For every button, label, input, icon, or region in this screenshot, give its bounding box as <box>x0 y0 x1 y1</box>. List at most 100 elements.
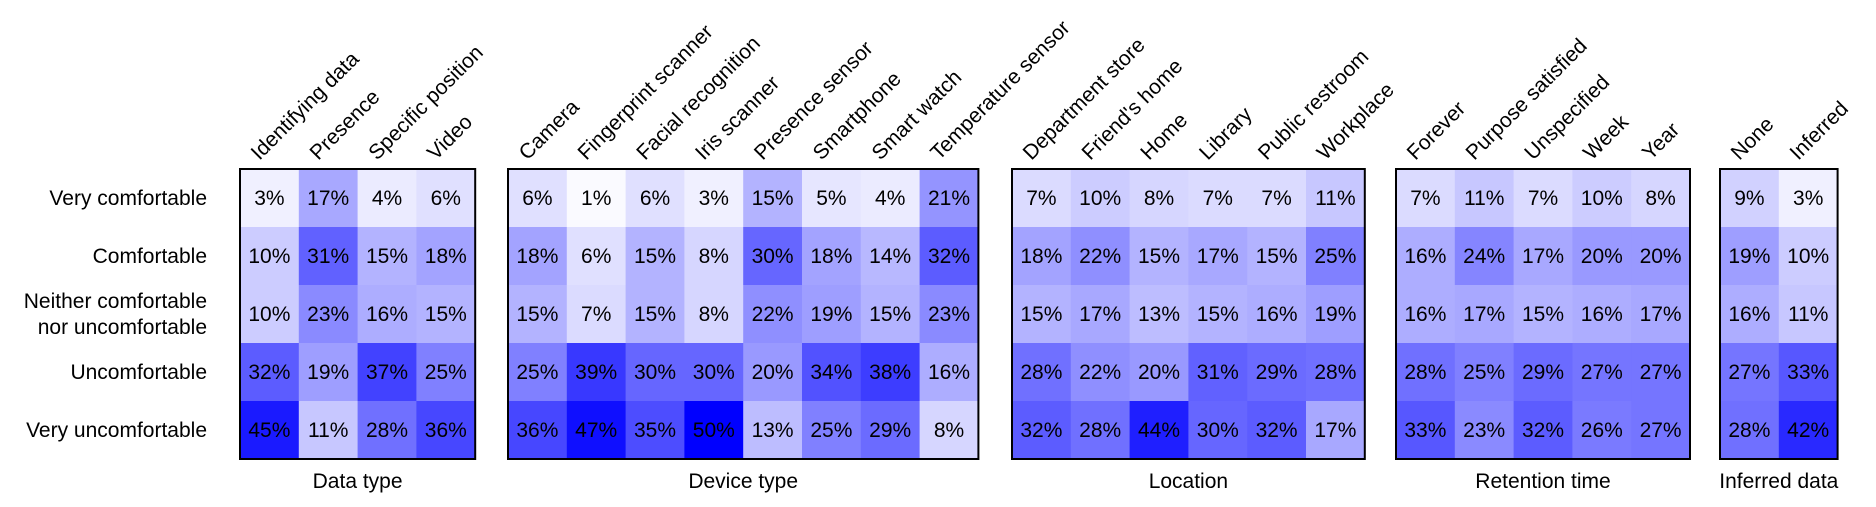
heatmap-cell <box>508 343 568 402</box>
cell-value-label: 9% <box>1734 187 1764 210</box>
heatmap-cell <box>298 169 359 228</box>
cell-value-label: 30% <box>693 361 735 384</box>
cell-value-label: 15% <box>752 187 794 210</box>
cell-value-label: 10% <box>1581 187 1623 210</box>
heatmap-cell <box>1572 401 1632 460</box>
heatmap-cell <box>298 401 359 460</box>
row-label: Neither comfortable <box>24 290 207 313</box>
heatmap-cell <box>416 285 476 344</box>
cell-value-label: 16% <box>1728 303 1770 326</box>
cell-value-label: 32% <box>1522 419 1564 442</box>
heatmap-cell <box>1188 227 1248 286</box>
cell-value-label: 20% <box>1581 245 1623 268</box>
heatmap-cell <box>1188 343 1248 402</box>
cell-value-label: 18% <box>516 245 558 268</box>
heatmap-cell <box>1454 343 1515 402</box>
cell-value-label: 15% <box>425 303 467 326</box>
heatmap-cell <box>1070 227 1131 286</box>
cell-value-label: 7% <box>1261 187 1291 210</box>
cell-value-label: 10% <box>248 303 290 326</box>
column-label: Week <box>1579 110 1633 164</box>
group-border <box>507 168 980 460</box>
heatmap-cell <box>860 343 921 402</box>
heatmap-group: 7% 10% 8% 7% 7% 11% 18% 22% 15% 17% 15% 25% 15% 17% 13… <box>1011 34 1399 493</box>
heatmap-cell <box>625 169 685 228</box>
cell-value-label: 6% <box>522 187 552 210</box>
heatmap-cell <box>508 169 568 228</box>
column-label: Home <box>1136 109 1192 165</box>
heatmap-cell <box>1188 285 1248 344</box>
cell-value-label: 15% <box>1138 245 1180 268</box>
cell-value-label: 42% <box>1787 419 1829 442</box>
heatmap-cell <box>1012 169 1072 228</box>
cell-value-label: 7% <box>1528 187 1558 210</box>
cell-value-label: 13% <box>752 419 794 442</box>
column-label: Camera <box>515 95 584 164</box>
cell-value-label: 17% <box>1197 245 1239 268</box>
cell-value-label: 11% <box>308 419 348 442</box>
heatmap-cell <box>860 169 921 228</box>
group-border <box>1719 168 1839 460</box>
cell-value-label: 19% <box>307 361 349 384</box>
heatmap-cell <box>1778 401 1839 460</box>
heatmap-cell <box>416 227 476 286</box>
row-label: Very uncomfortable <box>26 419 207 442</box>
cell-value-label: 22% <box>1079 361 1121 384</box>
cell-value-label: 18% <box>1020 245 1062 268</box>
heatmap-cell <box>416 343 476 402</box>
cell-value-label: 27% <box>1581 361 1623 384</box>
heatmap-group: 7% 11% 7% 10% 8% 16% 24% 17% 20% 20% 16% 17% 15% 16% 1… <box>1395 34 1691 493</box>
cell-value-label: 16% <box>1404 245 1446 268</box>
group-title: Data type <box>313 470 403 493</box>
cell-value-label: 11% <box>1315 187 1355 210</box>
cell-value-label: 28% <box>1079 419 1121 442</box>
heatmap-cell <box>1396 169 1456 228</box>
cell-value-label: 10% <box>1787 245 1829 268</box>
cell-value-label: 17% <box>1522 245 1564 268</box>
heatmap-cell <box>1513 169 1573 228</box>
heatmap-cell <box>566 401 627 460</box>
heatmap-cell <box>684 227 744 286</box>
heatmap-cell <box>743 227 803 286</box>
heatmap-cell <box>684 169 744 228</box>
cell-value-label: 29% <box>869 419 911 442</box>
cell-value-label: 7% <box>1410 187 1440 210</box>
heatmap-cell <box>743 401 803 460</box>
cell-value-label: 38% <box>869 361 911 384</box>
heatmap-cell <box>240 401 300 460</box>
heatmap-cell <box>357 285 417 344</box>
column-label: Friend's home <box>1077 55 1187 165</box>
heatmap-cell <box>298 343 359 402</box>
cell-value-label: 25% <box>425 361 467 384</box>
heatmap-cell <box>416 169 476 228</box>
cell-value-label: 25% <box>810 419 852 442</box>
group-border <box>1011 168 1366 460</box>
row-label: Comfortable <box>93 245 207 268</box>
cell-value-label: 16% <box>1256 303 1298 326</box>
heatmap-cell <box>919 401 979 460</box>
heatmap-cell <box>1454 285 1515 344</box>
cell-value-label: 14% <box>869 245 911 268</box>
heatmap-cell <box>1513 227 1573 286</box>
heatmap-cell <box>1720 285 1780 344</box>
cell-value-label: 15% <box>1020 303 1062 326</box>
heatmap-cell <box>802 169 862 228</box>
heatmap-cell <box>1247 343 1307 402</box>
heatmap-cell <box>1778 169 1839 228</box>
row-label: Uncomfortable <box>70 361 207 384</box>
cell-value-label: 15% <box>516 303 558 326</box>
cell-value-label: 17% <box>1640 303 1682 326</box>
cell-value-label: 3% <box>254 187 284 210</box>
cell-value-label: 10% <box>1079 187 1121 210</box>
cell-value-label: 18% <box>810 245 852 268</box>
heatmap-cell <box>1070 169 1131 228</box>
cell-value-label: 30% <box>752 245 794 268</box>
cell-value-label: 21% <box>928 187 970 210</box>
heatmap-cell <box>357 169 417 228</box>
heatmap-cell <box>1188 169 1248 228</box>
cell-value-label: 25% <box>1314 245 1356 268</box>
cell-value-label: 15% <box>1197 303 1239 326</box>
heatmap-cell <box>1012 343 1072 402</box>
cell-value-label: 7% <box>581 303 611 326</box>
cell-value-label: 18% <box>425 245 467 268</box>
